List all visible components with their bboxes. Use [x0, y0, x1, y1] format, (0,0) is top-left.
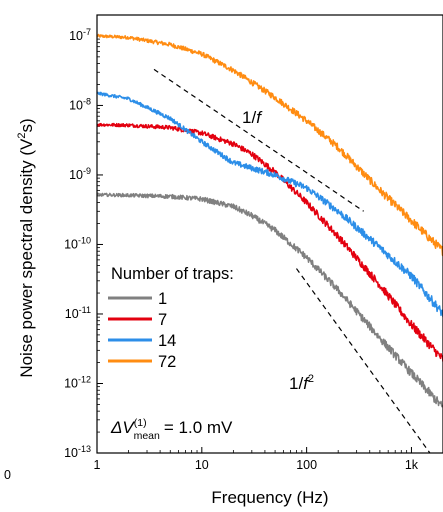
y-axis-label: Noise power spectral density (V2s) [16, 118, 36, 377]
legend-label: 72 [158, 353, 176, 371]
y-tick-label: 10-8 [69, 96, 91, 112]
y-tick-label: 10-7 [69, 27, 91, 43]
series-line-14 [96, 91, 443, 318]
x-tick-label: 1 [94, 458, 101, 472]
series-line-7 [96, 122, 443, 362]
x-tick-label: 100 [296, 458, 317, 472]
guide-line [295, 268, 431, 454]
legend-title: Number of traps: [111, 265, 234, 283]
y-tick-label: 10-9 [69, 166, 91, 182]
x-axis-label: Frequency (Hz) [211, 488, 328, 507]
stray-tick-label: 0 [4, 468, 11, 482]
legend: Number of traps: 1 7 14 72 [108, 265, 234, 371]
x-tick-label: 10 [195, 458, 209, 472]
delta-v-annotation: ΔV(1) mean = 1.0 mV [110, 417, 233, 442]
plot-frame [96, 14, 443, 454]
guide-label-1-over-f2: 1/f2 [289, 373, 314, 393]
guide-label-1-over-f: 1/f [242, 108, 263, 127]
y-tick-label: 10-13 [64, 444, 91, 460]
legend-label: 14 [158, 332, 176, 350]
y-tick-label: 10-12 [64, 374, 91, 390]
legend-label: 1 [158, 290, 167, 308]
y-tick-label: 10-11 [65, 305, 91, 321]
y-tick-label: 10-10 [64, 235, 91, 251]
series-line-1 [96, 192, 443, 408]
guide-line [153, 68, 364, 212]
series-line-72 [96, 33, 443, 257]
legend-label: 7 [158, 311, 167, 329]
x-tick-label: 1k [405, 458, 419, 472]
